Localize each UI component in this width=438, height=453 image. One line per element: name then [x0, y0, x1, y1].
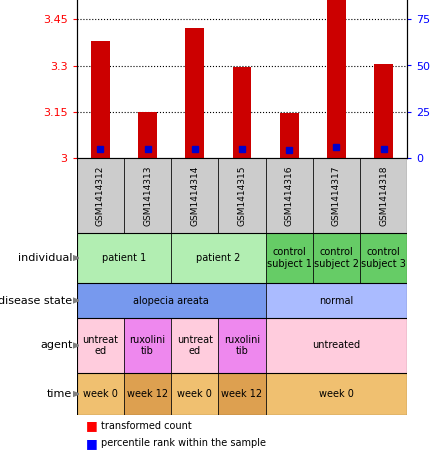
Bar [374, 64, 393, 158]
Text: GSM1414313: GSM1414313 [143, 165, 152, 226]
Text: percentile rank within the sample: percentile rank within the sample [101, 438, 266, 448]
Polygon shape [73, 298, 79, 303]
Bar [360, 158, 407, 233]
Text: transformed count: transformed count [101, 421, 191, 431]
Text: week 0: week 0 [319, 389, 354, 399]
Text: GSM1414315: GSM1414315 [237, 165, 247, 226]
Bar [219, 318, 265, 373]
Bar [171, 373, 219, 415]
Bar [124, 373, 171, 415]
Bar [313, 233, 360, 283]
Polygon shape [73, 255, 79, 260]
Text: ■: ■ [85, 419, 97, 433]
Text: GSM1414312: GSM1414312 [96, 165, 105, 226]
Bar [265, 283, 407, 318]
Polygon shape [73, 391, 79, 396]
Text: disease state: disease state [0, 295, 72, 305]
Bar [91, 41, 110, 158]
Bar [171, 318, 219, 373]
Bar [185, 29, 204, 158]
Bar [219, 373, 265, 415]
Bar [327, 0, 346, 158]
Bar [313, 158, 360, 233]
Bar [124, 318, 171, 373]
Text: GSM1414316: GSM1414316 [285, 165, 294, 226]
Text: alopecia areata: alopecia areata [133, 295, 209, 305]
Text: control
subject 3: control subject 3 [361, 247, 406, 269]
Text: GSM1414314: GSM1414314 [190, 165, 199, 226]
Bar [138, 112, 157, 158]
Bar [171, 233, 265, 283]
Text: time: time [47, 389, 72, 399]
Bar [265, 233, 313, 283]
Text: untreated: untreated [312, 341, 360, 351]
Text: week 0: week 0 [83, 389, 118, 399]
Bar [77, 233, 171, 283]
Bar [124, 158, 171, 233]
Bar [265, 158, 313, 233]
Bar [265, 318, 407, 373]
Bar [280, 113, 299, 158]
Text: individual: individual [18, 253, 72, 263]
Bar [77, 283, 265, 318]
Text: week 12: week 12 [127, 389, 168, 399]
Text: control
subject 1: control subject 1 [267, 247, 312, 269]
Text: week 0: week 0 [177, 389, 212, 399]
Bar [360, 233, 407, 283]
Text: control
subject 2: control subject 2 [314, 247, 359, 269]
Bar [265, 373, 407, 415]
Bar [219, 158, 265, 233]
Text: ruxolini
tib: ruxolini tib [224, 335, 260, 357]
Text: ■: ■ [85, 437, 97, 450]
Text: untreat
ed: untreat ed [82, 335, 118, 357]
Bar [77, 318, 124, 373]
Text: patient 1: patient 1 [102, 253, 146, 263]
Bar [171, 158, 219, 233]
Text: GSM1414317: GSM1414317 [332, 165, 341, 226]
Bar [77, 158, 124, 233]
Polygon shape [73, 343, 79, 348]
Bar [233, 67, 251, 158]
Text: ruxolini
tib: ruxolini tib [130, 335, 166, 357]
Text: GSM1414318: GSM1414318 [379, 165, 388, 226]
Text: patient 2: patient 2 [196, 253, 240, 263]
Text: agent: agent [40, 341, 72, 351]
Text: normal: normal [319, 295, 353, 305]
Bar [77, 373, 124, 415]
Text: untreat
ed: untreat ed [177, 335, 213, 357]
Text: week 12: week 12 [222, 389, 262, 399]
